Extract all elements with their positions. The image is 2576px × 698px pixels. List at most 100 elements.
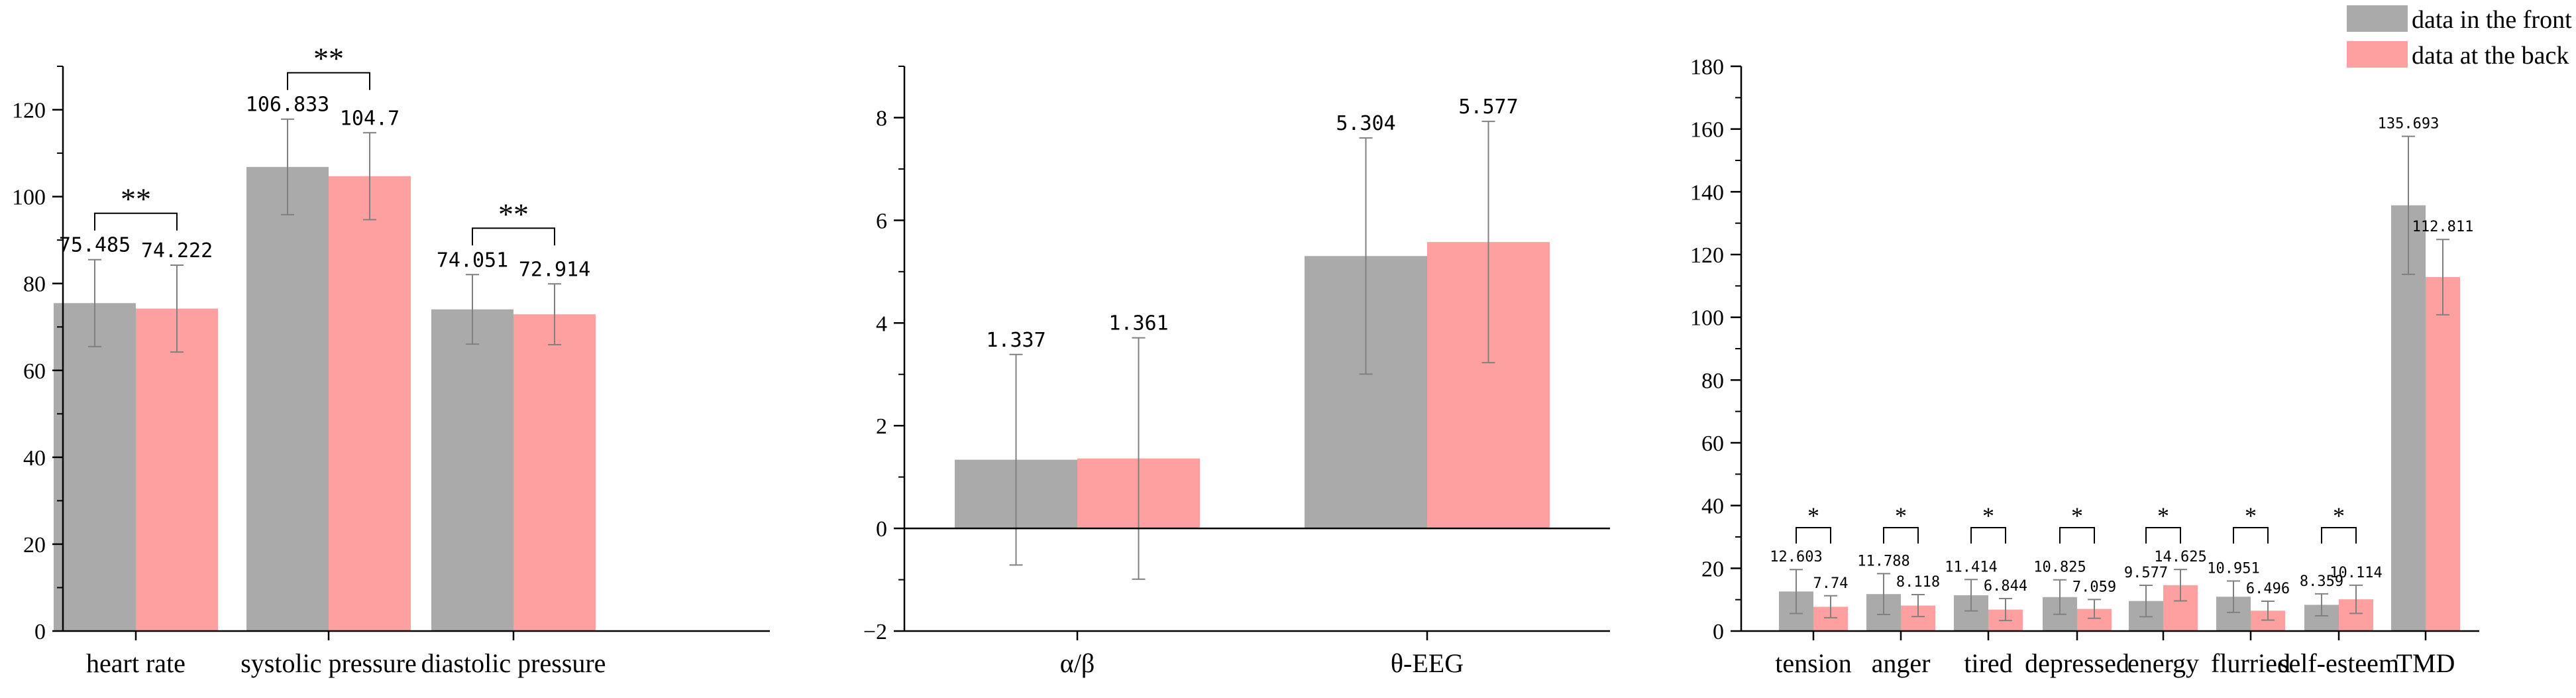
significance-tension: * xyxy=(1796,502,1831,544)
significance-flurried: * xyxy=(2233,502,2269,544)
y-tick-label: 80 xyxy=(1701,369,1724,393)
y-tick-label: 20 xyxy=(1701,557,1724,581)
y-tick-label: 40 xyxy=(23,446,46,471)
y-tick-label: 2 xyxy=(876,414,887,439)
y-tick-label: 60 xyxy=(23,359,46,384)
value-label-flurried-back: 6.496 xyxy=(2246,581,2290,597)
significance-anger: * xyxy=(1883,502,1919,544)
error-bar-flurried-back xyxy=(2261,601,2275,621)
error-bar-tired-back xyxy=(1999,598,2012,622)
significance-self-esteem: * xyxy=(2321,502,2357,544)
y-tick-label: 120 xyxy=(1690,243,1724,268)
category-label-depressed: depressed xyxy=(2025,648,2129,678)
error-bar-depressed-front xyxy=(2053,579,2066,615)
error-bar-self-esteem-back xyxy=(2349,584,2363,614)
value-label-self-esteem-front: 8.359 xyxy=(2300,573,2343,590)
y-tick-label: −2 xyxy=(863,620,887,644)
error-bar-heart-rate-front xyxy=(88,259,101,347)
significance-diastolic-pressure: ** xyxy=(472,197,555,246)
legend-label-back: data at the back xyxy=(2412,42,2569,70)
bar-heart-rate-front xyxy=(54,303,136,631)
value-label-eeg-back: 5.577 xyxy=(1458,95,1518,119)
error-bar-diastolic-pressure-front xyxy=(466,274,479,345)
significance-marker: * xyxy=(1807,502,1819,529)
error-bar-eeg-back xyxy=(1481,121,1495,364)
value-label-depressed-back: 7.059 xyxy=(2072,579,2116,595)
significance-bracket xyxy=(287,72,370,90)
value-label-tmd-back: 112.811 xyxy=(2412,219,2474,235)
y-tick-label: 4 xyxy=(876,312,887,336)
significance-marker: ** xyxy=(313,42,344,76)
axes xyxy=(903,66,1610,632)
value-label-self-esteem-back: 10.114 xyxy=(2330,565,2382,581)
error-bar-item-back xyxy=(1132,337,1146,580)
bar-tmd-front xyxy=(2391,205,2426,631)
category-label-item: α/β xyxy=(1060,648,1095,678)
chart-panel-3: 12.603 7.74 * tension 11.788 8.118 * anger 11.41… xyxy=(1690,55,2479,678)
category-label-flurried: flurried xyxy=(2211,648,2290,678)
chart-panel-1: 75.485 74.222 ** heart rate 106.833 104.7 ** sy… xyxy=(12,42,770,678)
chart-panel-2: 1.337 1.361 α/β 5.304 5.577 θ-EEG −2 0 2 4 6 8 xyxy=(863,66,1610,678)
value-label-tmd-front: 135.693 xyxy=(2378,116,2440,133)
y-tick-label: 80 xyxy=(23,272,46,297)
category-label-tired: tired xyxy=(1964,648,2012,678)
error-bar-systolic-pressure-front xyxy=(281,118,294,215)
category-label-tension: tension xyxy=(1775,648,1852,678)
category-label-anger: anger xyxy=(1872,648,1931,678)
y-tick-label: 0 xyxy=(876,517,887,542)
value-label-systolic-pressure-front: 106.833 xyxy=(246,93,329,117)
value-label-tension-front: 12.603 xyxy=(1770,549,1822,565)
axes xyxy=(62,66,770,632)
y-tick-label: 0 xyxy=(1713,620,1724,644)
value-label-tension-back: 7.74 xyxy=(1813,575,1849,592)
error-bar-tmd-front xyxy=(2402,135,2415,275)
y-tick-label: 160 xyxy=(1690,118,1724,143)
significance-bracket xyxy=(2321,527,2357,544)
category-label-energy: energy xyxy=(2127,648,2199,678)
category-label-heart-rate: heart rate xyxy=(86,648,186,678)
significance-heart-rate: ** xyxy=(94,182,178,231)
legend-swatch-front xyxy=(2347,5,2408,32)
significance-depressed: * xyxy=(2059,502,2095,544)
value-label-energy-back: 14.625 xyxy=(2154,549,2206,565)
value-label-diastolic-pressure-front: 74.051 xyxy=(437,249,508,272)
error-bar-item-front xyxy=(1009,353,1023,566)
value-label-flurried-front: 10.951 xyxy=(2207,560,2259,577)
significance-marker: * xyxy=(2071,502,2083,529)
value-label-tired-front: 11.414 xyxy=(1945,559,1997,575)
bar-heart-rate-back xyxy=(136,308,218,631)
y-tick-label: 40 xyxy=(1701,494,1724,519)
significance-bracket xyxy=(2145,527,2181,544)
error-bar-depressed-back xyxy=(2088,599,2101,619)
error-bar-eeg-front xyxy=(1359,137,1373,375)
value-label-heart-rate-front: 75.485 xyxy=(59,234,131,257)
significance-bracket xyxy=(94,212,178,231)
category-label-eeg: θ-EEG xyxy=(1391,648,1464,678)
significance-bracket xyxy=(1883,527,1919,544)
significance-marker: * xyxy=(2333,502,2345,529)
y-tick-label: 100 xyxy=(1690,306,1724,331)
significance-marker: ** xyxy=(121,182,151,216)
legend-swatch-back xyxy=(2347,41,2408,68)
y-tick-label: 6 xyxy=(876,209,887,233)
bar-systolic-pressure-front xyxy=(246,166,329,631)
category-label-self-esteem: self-esteem xyxy=(2279,648,2399,678)
value-label-systolic-pressure-back: 104.7 xyxy=(340,107,400,130)
significance-marker: * xyxy=(1895,502,1907,529)
y-tick-label: 180 xyxy=(1690,55,1724,80)
error-bar-energy-back xyxy=(2174,569,2187,602)
value-label-item-back: 1.361 xyxy=(1108,312,1168,335)
error-bar-energy-front xyxy=(2139,585,2153,618)
value-label-heart-rate-back: 74.222 xyxy=(141,239,213,262)
significance-energy: * xyxy=(2145,502,2181,544)
bar-systolic-pressure-back xyxy=(329,176,411,631)
significance-marker: * xyxy=(2245,502,2257,529)
bar-diastolic-pressure-front xyxy=(431,309,513,631)
axes xyxy=(1740,66,2479,632)
y-tick-label: 8 xyxy=(876,106,887,131)
value-label-diastolic-pressure-back: 72.914 xyxy=(519,258,590,281)
significance-marker: * xyxy=(1982,502,1994,529)
significance-bracket xyxy=(2233,527,2269,544)
